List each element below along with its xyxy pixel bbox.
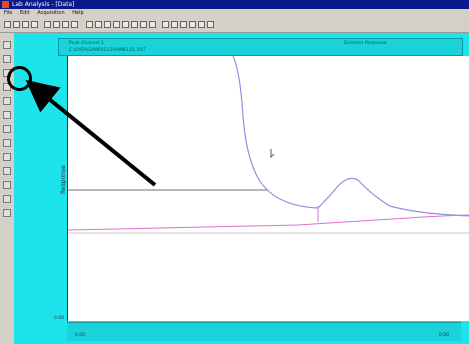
record-icon[interactable] [131, 21, 138, 28]
print-icon[interactable] [31, 21, 38, 28]
app-icon [2, 1, 9, 8]
tool-6-icon[interactable] [207, 21, 214, 28]
play-icon[interactable] [86, 21, 93, 28]
chart-icon[interactable] [140, 21, 147, 28]
table-icon[interactable] [149, 21, 156, 28]
open-icon[interactable] [13, 21, 20, 28]
y-axis-min-label: 0.00 [54, 316, 65, 321]
left-tool-8-icon[interactable] [3, 139, 11, 147]
left-tool-10-icon[interactable] [3, 167, 11, 175]
main-toolbar [0, 18, 469, 33]
plot-svg [68, 56, 469, 234]
plot-area[interactable] [67, 56, 469, 321]
copy-icon[interactable] [71, 21, 78, 28]
menu-file[interactable]: File [4, 10, 13, 16]
header-band: Peak Channel 1 C:\DATA\SAMPLE\CHANNEL01.… [58, 38, 463, 56]
window-title: Lab Analysis - [Data] [12, 1, 75, 8]
tool-5-icon[interactable] [198, 21, 205, 28]
left-tool-1-icon[interactable] [3, 41, 11, 49]
new-icon[interactable] [4, 21, 11, 28]
menu-edit[interactable]: Edit [19, 10, 30, 16]
left-tool-13-icon[interactable] [3, 209, 11, 217]
y-axis-label: Response [60, 165, 67, 194]
cut-icon[interactable] [62, 21, 69, 28]
x-axis-left-label: 0.00 [75, 333, 86, 338]
left-tool-5-icon[interactable] [3, 97, 11, 105]
tool-4-icon[interactable] [189, 21, 196, 28]
next-icon[interactable] [95, 21, 102, 28]
tool-1-icon[interactable] [162, 21, 169, 28]
left-tool-7-icon[interactable] [3, 125, 11, 133]
zoom-icon[interactable] [44, 21, 51, 28]
tool-2-icon[interactable] [171, 21, 178, 28]
stop-icon[interactable] [122, 21, 129, 28]
left-tool-9-icon[interactable] [3, 153, 11, 161]
bottom-band: 0.00 0.00 [67, 322, 461, 341]
menu-acquisition[interactable]: Acquisition [37, 10, 65, 16]
pointer-icon[interactable] [53, 21, 60, 28]
mouse-cursor-icon [270, 149, 275, 158]
menu-help[interactable]: Help [72, 10, 84, 16]
highlight-circle [7, 66, 32, 91]
save-icon[interactable] [22, 21, 29, 28]
left-tool-12-icon[interactable] [3, 195, 11, 203]
baseline-trace [68, 214, 469, 231]
previous-icon[interactable] [104, 21, 111, 28]
tool-3-icon[interactable] [180, 21, 187, 28]
step-icon[interactable] [113, 21, 120, 28]
x-axis-right-label: 0.00 [439, 333, 450, 338]
signal-trace [232, 56, 469, 217]
header-left-field: Peak Channel 1 [69, 41, 104, 46]
left-tool-6-icon[interactable] [3, 111, 11, 119]
title-bar: Lab Analysis - [Data] [0, 0, 469, 9]
left-tool-11-icon[interactable] [3, 181, 11, 189]
selection-tool-icon[interactable] [3, 55, 11, 63]
menu-bar: File Edit Acquisition Help [0, 9, 469, 18]
header-right-field: Detector Response [344, 41, 387, 46]
header-path: C:\DATA\SAMPLE\CHANNEL01.DAT [69, 48, 146, 53]
